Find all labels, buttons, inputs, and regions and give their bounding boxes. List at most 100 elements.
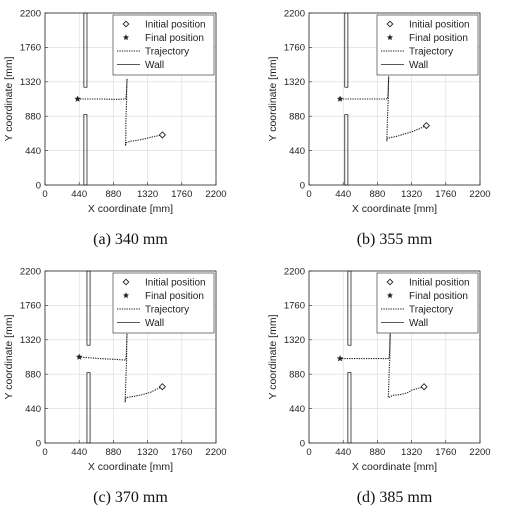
y-tick-label: 880 [289, 112, 305, 123]
x-tick-label: 880 [105, 189, 121, 200]
x-tick-label: 1760 [435, 189, 456, 200]
legend-final-icon [122, 34, 130, 41]
axes-frame [308, 12, 481, 186]
final-position-marker [336, 355, 344, 362]
y-tick-label: 0 [300, 438, 305, 449]
y-tick-label: 0 [36, 438, 41, 449]
y-tick-label: 1760 [284, 43, 305, 54]
legend-label: Final position [409, 291, 468, 302]
legend-label: Initial position [145, 19, 206, 30]
legend-initial-icon [122, 20, 130, 28]
y-tick-label: 440 [25, 404, 41, 415]
y-tick-label: 1320 [20, 77, 41, 88]
final-position-marker [74, 95, 81, 102]
legend-initial-icon [122, 278, 130, 286]
legend-label: Initial position [409, 277, 470, 288]
x-tick-label: 440 [335, 447, 351, 458]
y-tick-label: 880 [25, 370, 41, 381]
legend-label: Final position [409, 33, 468, 44]
panel-caption: (c) 370 mm [93, 489, 168, 506]
final-position-marker [336, 95, 344, 102]
axes-frame [44, 270, 217, 444]
x-tick-label: 0 [42, 189, 47, 200]
initial-position-marker [422, 121, 431, 130]
panel-caption: (d) 385 mm [357, 489, 433, 506]
y-tick-label: 880 [25, 112, 41, 123]
x-tick-label: 1320 [401, 447, 422, 458]
y-tick-label: 1320 [284, 77, 305, 88]
legend-label: Final position [145, 33, 204, 44]
y-tick-label: 2200 [284, 266, 305, 277]
y-tick-label: 0 [36, 180, 41, 191]
legend-final-icon [386, 34, 394, 41]
x-tick-label: 1320 [401, 189, 422, 200]
legend-label: Wall [409, 318, 428, 329]
panel-caption: (b) 355 mm [357, 231, 433, 248]
x-tick-label: 440 [71, 189, 87, 200]
chart-panel-1: 0 440 880 1320 1760 2200 0 440 880 1320 1760 2200 In… [3, 8, 227, 248]
legend-label: Wall [409, 60, 428, 71]
chart-panel-2: 0 440 880 1320 1760 2200 0 440 880 1320 1760 2200 In… [267, 8, 491, 248]
panel-caption: (a) 340 mm [93, 231, 168, 248]
x-axis-label: X coordinate [mm] [88, 203, 173, 215]
y-tick-label: 2200 [284, 8, 305, 19]
x-axis-label: X coordinate [mm] [352, 203, 437, 215]
legend-final-icon [122, 292, 130, 299]
x-tick-label: 880 [369, 447, 385, 458]
legend-label: Initial position [409, 19, 470, 30]
initial-position-marker [420, 383, 428, 391]
x-tick-label: 440 [71, 447, 87, 458]
axes-frame [308, 270, 481, 444]
x-tick-label: 2200 [205, 189, 226, 200]
legend-label: Wall [145, 318, 164, 329]
y-tick-label: 1320 [284, 335, 305, 346]
legend-label: Trajectory [145, 46, 189, 57]
x-tick-label: 1760 [435, 447, 456, 458]
initial-position-marker [158, 131, 167, 139]
legend-initial-icon [386, 278, 394, 286]
legend-label: Wall [145, 60, 164, 71]
axes-frame [44, 12, 217, 186]
x-tick-label: 2200 [469, 189, 490, 200]
y-axis-label: Y coordinate [mm] [3, 314, 15, 399]
legend-label: Trajectory [409, 46, 453, 57]
y-tick-label: 1760 [20, 301, 41, 312]
y-axis-label: Y coordinate [mm] [3, 56, 15, 141]
x-tick-label: 2200 [205, 447, 226, 458]
x-tick-label: 880 [105, 447, 121, 458]
x-tick-label: 1320 [137, 447, 158, 458]
trajectory-line [340, 333, 425, 399]
legend-label: Initial position [145, 277, 206, 288]
trajectory-line [79, 333, 163, 403]
y-tick-label: 0 [300, 180, 305, 191]
x-tick-label: 1320 [137, 189, 158, 200]
x-tick-label: 1760 [171, 447, 192, 458]
legend: Initial position Final position Trajectory… [112, 272, 215, 334]
legend-label: Trajectory [409, 304, 453, 315]
x-tick-label: 0 [306, 189, 311, 200]
legend: Initial position Final position Trajectory… [376, 14, 479, 76]
x-tick-label: 1760 [171, 189, 192, 200]
x-tick-label: 0 [42, 447, 47, 458]
y-tick-label: 440 [289, 404, 305, 415]
y-tick-label: 440 [25, 146, 41, 157]
y-tick-label: 1760 [20, 43, 41, 54]
legend-label: Final position [145, 291, 204, 302]
x-tick-label: 440 [335, 189, 351, 200]
legend: Initial position Final position Trajectory… [376, 272, 479, 334]
x-axis-label: X coordinate [mm] [88, 461, 173, 473]
y-tick-label: 440 [289, 146, 305, 157]
y-tick-label: 2200 [20, 8, 41, 19]
y-axis-label: Y coordinate [mm] [267, 56, 279, 141]
x-tick-label: 2200 [469, 447, 490, 458]
chart-panel-4: 0 440 880 1320 1760 2200 0 440 880 1320 1760 2200 In… [267, 266, 491, 506]
legend-label: Trajectory [145, 304, 189, 315]
legend-box [112, 272, 215, 334]
legend-box [376, 272, 479, 334]
trajectory-line [340, 76, 427, 142]
y-tick-label: 2200 [20, 266, 41, 277]
x-axis-label: X coordinate [mm] [352, 461, 437, 473]
initial-position-marker [158, 383, 167, 391]
y-tick-label: 1320 [20, 335, 41, 346]
